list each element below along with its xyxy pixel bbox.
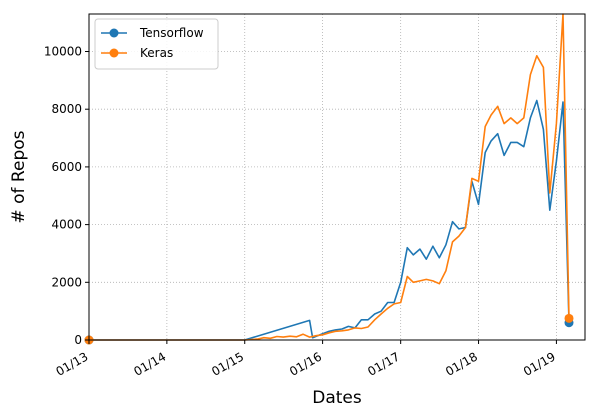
legend-marker-keras [109, 48, 119, 58]
y-axis: 0 2000 4000 6000 8000 10000 [44, 45, 89, 347]
legend-label: Tensorflow [139, 26, 204, 40]
x-axis-title: Dates [312, 388, 362, 408]
legend-marker-tensorflow [109, 28, 119, 38]
y-tick-label: 8000 [51, 102, 82, 116]
series-marker-keras [564, 313, 574, 323]
y-axis-title: # of Repos [9, 130, 29, 223]
legend-label: Keras [140, 46, 173, 60]
legend-box [94, 18, 219, 70]
plot-frame [88, 13, 586, 341]
y-tick-label: 0 [74, 333, 82, 347]
series-line-tensorflow [89, 99, 570, 341]
y-tick-label: 2000 [51, 275, 82, 289]
series-line-keras [89, 13, 570, 341]
legend: Tensorflow Keras [94, 18, 219, 70]
y-tick-label: 4000 [51, 218, 82, 232]
y-tick-label: 6000 [51, 160, 82, 174]
y-tick-label: 10000 [44, 45, 82, 59]
